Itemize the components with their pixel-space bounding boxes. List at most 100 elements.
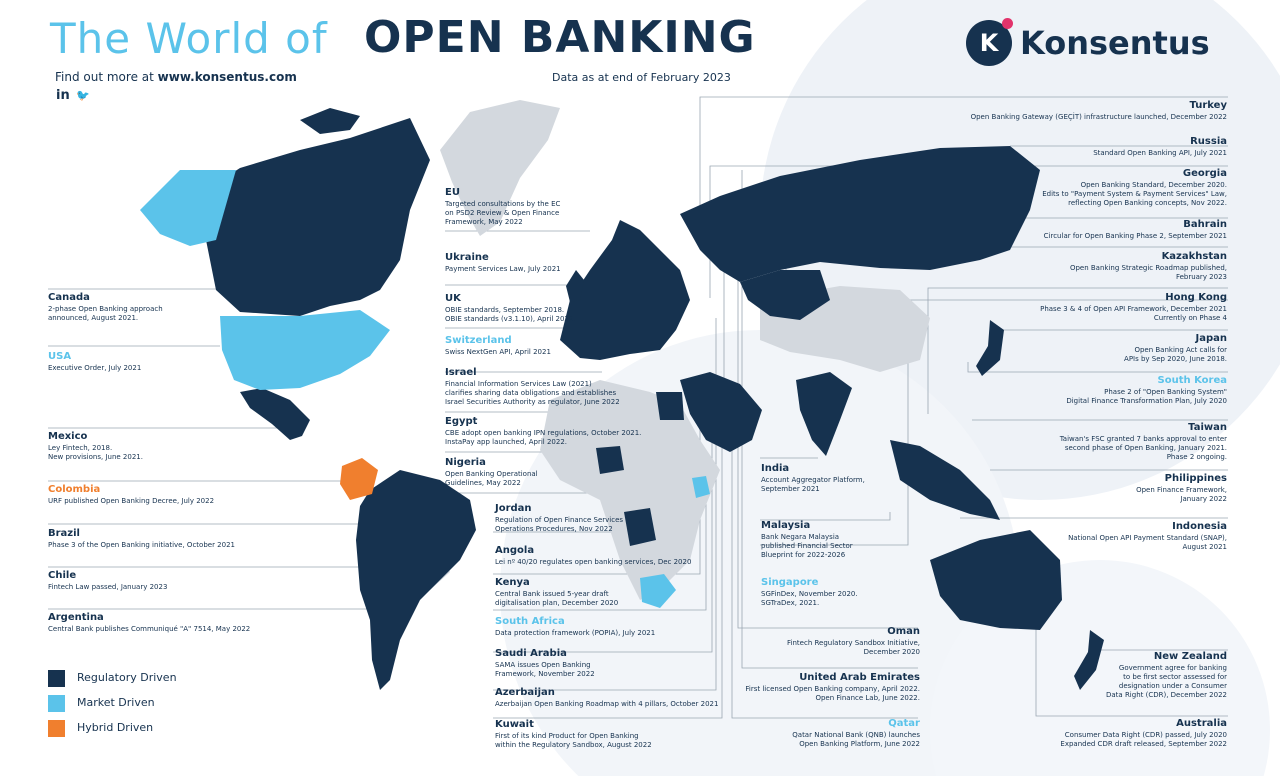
country-desc: First of its kind Product for Open Banki… xyxy=(495,732,652,750)
country-name: Indonesia xyxy=(1172,521,1227,532)
regulatory-regions xyxy=(206,108,1104,690)
country-desc: OBIE standards, September 2018. OBIE sta… xyxy=(445,306,576,324)
find-out-text: Find out more at xyxy=(55,70,154,84)
country-name: Georgia xyxy=(1182,168,1227,179)
country-name: South Korea xyxy=(1157,375,1227,386)
label-indonesia: Indonesia National Open API Payment Stan… xyxy=(1068,521,1227,552)
twitter-icon[interactable]: 🐦 xyxy=(76,89,90,102)
country-desc: Bank Negara Malaysia published Financial… xyxy=(761,533,853,560)
logo-mark-letter: K xyxy=(979,29,999,57)
country-desc: Lei nº 40/20 regulates open banking serv… xyxy=(495,558,692,566)
country-desc: Swiss NextGen API, April 2021 xyxy=(445,348,551,356)
leader-line xyxy=(760,512,891,521)
legend-label: Hybrid Driven xyxy=(77,721,154,734)
label-azerbaijan: Azerbaijan Azerbaijan Open Banking Roadm… xyxy=(495,687,718,709)
label-angola: Angola Lei nº 40/20 regulates open banki… xyxy=(495,545,691,567)
region-uk xyxy=(566,270,584,302)
greenland xyxy=(440,100,560,236)
region-alaska xyxy=(140,170,236,246)
country-name: Kenya xyxy=(495,577,530,588)
hybrid-regions xyxy=(340,458,378,500)
country-desc: Fintech Law passed, January 2023 xyxy=(48,583,168,591)
country-name: South Africa xyxy=(495,616,565,627)
region-egypt xyxy=(656,392,684,420)
legend-swatch xyxy=(48,670,65,687)
leader-line xyxy=(731,440,918,719)
label-kazakhstan: Kazakhstan Open Banking Strategic Roadma… xyxy=(1070,251,1227,282)
region-south-africa xyxy=(640,574,676,608)
country-name: New Zealand xyxy=(1153,651,1227,662)
country-name: Ukraine xyxy=(445,252,489,263)
country-name: Saudi Arabia xyxy=(495,648,567,659)
region-canada xyxy=(206,118,430,316)
country-name: EU xyxy=(445,187,460,198)
country-desc: Open Finance Framework, January 2022 xyxy=(1136,486,1227,504)
country-desc: Data protection framework (POPIA), July … xyxy=(495,629,656,637)
country-name: Philippines xyxy=(1164,473,1227,484)
region-india xyxy=(796,372,852,456)
leader-line xyxy=(737,220,918,629)
label-jordan: Jordan Regulation of Open Finance Servic… xyxy=(495,503,623,534)
africa-north xyxy=(540,380,720,600)
country-desc: Open Banking Strategic Roadmap published… xyxy=(1069,264,1227,282)
country-desc: Open Banking Standard, December 2020. Ed… xyxy=(1042,181,1227,208)
label-uae: United Arab Emirates First licensed Open… xyxy=(745,672,920,703)
country-name: Jordan xyxy=(495,503,532,514)
country-name: Mexico xyxy=(48,431,88,442)
country-desc: Account Aggregator Platform, September 2… xyxy=(761,476,865,494)
leader-line xyxy=(760,299,1228,546)
country-desc: Regulation of Open Finance Services Oper… xyxy=(495,516,624,534)
country-desc: Executive Order, July 2021 xyxy=(48,364,142,372)
country-desc: CBE adopt open banking IPN regulations, … xyxy=(445,429,642,447)
label-switzerland: Switzerland Swiss NextGen API, April 202… xyxy=(445,335,551,357)
label-south-korea: South Korea Phase 2 of "Open Banking Sys… xyxy=(1066,375,1227,406)
website-link[interactable]: www.konsentus.com xyxy=(157,70,297,84)
country-desc: Financial Information Services Law (2021… xyxy=(445,380,620,407)
label-qatar: Qatar Qatar National Bank (QNB) launches… xyxy=(792,718,920,749)
region-colombia xyxy=(340,458,378,500)
country-name: Japan xyxy=(1195,333,1228,344)
country-name: Oman xyxy=(887,626,920,637)
country-name: Bahrain xyxy=(1183,219,1227,230)
country-desc: Targeted consultations by the EC on PSD2… xyxy=(445,200,561,227)
title-bold: OPEN BANKING xyxy=(364,12,756,63)
label-ukraine: Ukraine Payment Services Law, July 2021 xyxy=(445,252,561,274)
country-desc: SGFinDex, November 2020. SGTraDex, 2021. xyxy=(761,590,858,608)
country-name: India xyxy=(761,463,790,474)
leader-line xyxy=(927,287,1228,414)
label-hong-kong: Hong Kong Phase 3 & 4 of Open API Framew… xyxy=(1040,292,1227,323)
leader-line xyxy=(741,170,918,669)
country-name: Taiwan xyxy=(1188,422,1227,433)
label-new-zealand: New Zealand Government agree for banking… xyxy=(1106,651,1227,700)
region-middle-east xyxy=(680,372,762,452)
country-desc: Fintech Regulatory Sandbox Initiative, D… xyxy=(787,639,920,657)
label-brazil: Brazil Phase 3 of the Open Banking initi… xyxy=(48,528,235,550)
country-name: Hong Kong xyxy=(1165,292,1227,303)
title-light: The World of xyxy=(50,14,328,63)
leader-line xyxy=(699,96,1228,245)
linkedin-icon[interactable]: in xyxy=(56,88,70,103)
leader-line xyxy=(493,432,723,719)
market-regions xyxy=(140,170,710,608)
country-name: USA xyxy=(48,351,72,362)
country-name: Colombia xyxy=(48,484,101,495)
region-canada-islands xyxy=(300,108,360,134)
country-name: United Arab Emirates xyxy=(799,672,920,683)
country-name: Nigeria xyxy=(445,457,486,468)
label-kuwait: Kuwait First of its kind Product for Ope… xyxy=(495,719,652,750)
label-saudi-arabia: Saudi Arabia SAMA issues Open Banking Fr… xyxy=(495,648,595,679)
country-desc: Phase 2 of "Open Banking System" Digital… xyxy=(1066,388,1227,406)
leader-line xyxy=(967,362,1228,373)
country-name: Brazil xyxy=(48,528,80,539)
country-name: Chile xyxy=(48,570,77,581)
region-angola xyxy=(624,508,656,546)
label-singapore: Singapore SGFinDex, November 2020. SGTra… xyxy=(761,577,858,608)
country-name: Argentina xyxy=(48,612,104,623)
country-desc: Payment Services Law, July 2021 xyxy=(445,265,561,273)
label-australia: Australia Consumer Data Right (CDR) pass… xyxy=(1060,718,1227,749)
country-desc: Ley Fintech, 2018. New provisions, June … xyxy=(48,444,143,462)
country-name: Egypt xyxy=(445,416,478,427)
country-desc: Standard Open Banking API, July 2021 xyxy=(1093,149,1227,157)
legend-label: Regulatory Driven xyxy=(77,671,177,684)
label-bahrain: Bahrain Circular for Open Banking Phase … xyxy=(1044,219,1227,241)
